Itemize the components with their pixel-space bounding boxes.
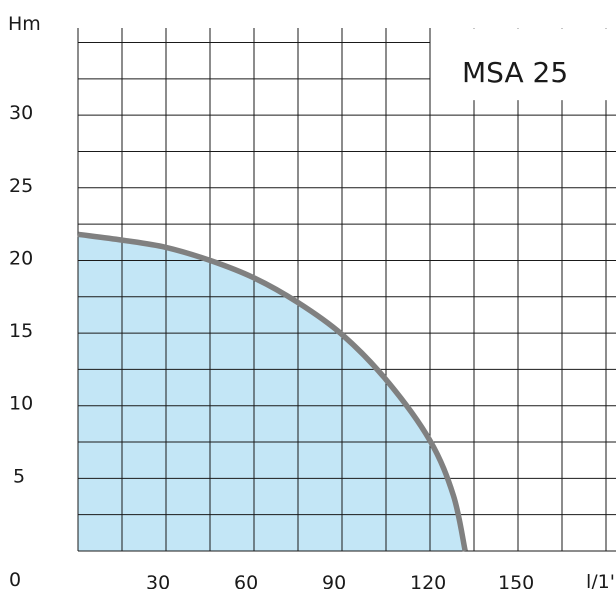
x-axis-label: l/1' (586, 571, 615, 589)
grid-layer (77, 28, 616, 552)
y-tick-label: 10 (9, 393, 33, 415)
performance-curve-0 (77, 231, 468, 552)
area-fill-layer (78, 234, 466, 552)
x-tick-label: 150 (498, 572, 534, 589)
y-tick-labels: 5 10 15 20 25 30 (9, 102, 33, 487)
x-tick-label: 60 (234, 572, 258, 589)
y-axis-label: Hm (8, 13, 41, 35)
x-tick-label: 30 (146, 572, 170, 589)
area-fill-0 (78, 234, 466, 552)
title-box (430, 28, 616, 101)
y-tick-label: 20 (9, 247, 33, 269)
origin-tick-label: 0 (9, 569, 21, 589)
x-tick-labels: 30 60 90 120 150 (146, 572, 534, 589)
chart-title: MSA 25 (462, 56, 568, 89)
x-tick-label: 120 (410, 572, 446, 589)
y-tick-label: 30 (9, 102, 33, 124)
y-tick-label: 5 (13, 465, 25, 487)
y-tick-label: 15 (9, 320, 33, 342)
curve-line-layer (77, 231, 468, 552)
x-tick-label: 90 (322, 572, 346, 589)
y-tick-label: 25 (9, 175, 33, 197)
